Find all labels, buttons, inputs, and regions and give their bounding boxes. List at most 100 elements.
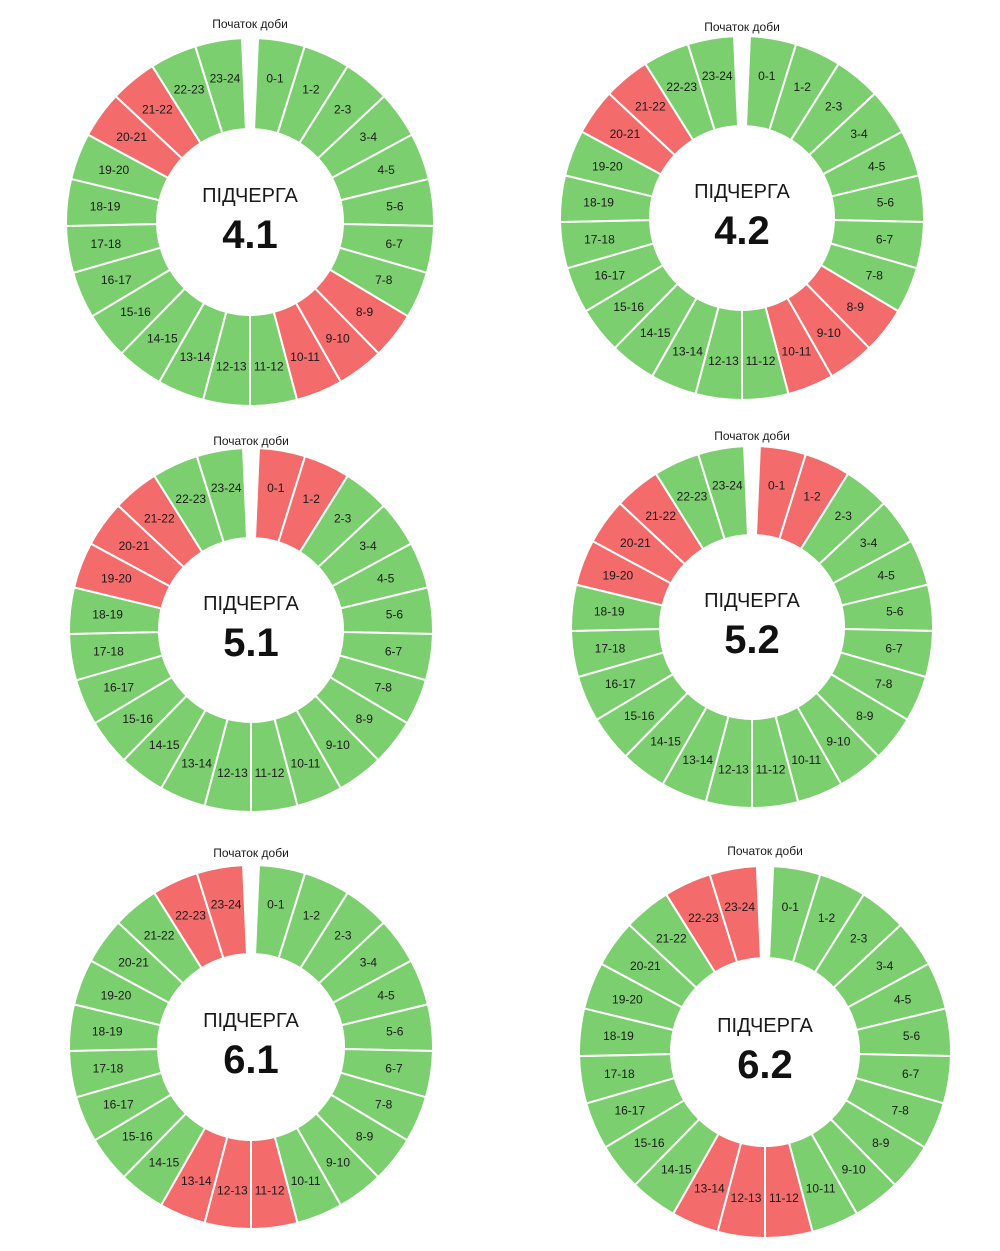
hour-label: 6-7	[902, 1067, 920, 1081]
hour-label: 5-6	[903, 1029, 921, 1043]
hour-label: 2-3	[825, 100, 843, 114]
hour-label: 4-5	[377, 571, 395, 585]
hour-label: 8-9	[356, 305, 374, 319]
queue-chart-6-1: 0-1 1-2 2-3 3-4 4-5 5-6 6-7 7-8 8-9 9-10 10-11 11-1…	[68, 846, 434, 1231]
hour-label: 10-11	[806, 1181, 836, 1195]
hour-label: 10-11	[291, 1174, 321, 1188]
hour-label: 20-21	[118, 956, 149, 970]
hour-label: 9-10	[326, 1156, 350, 1170]
hour-label: 22-23	[688, 911, 719, 925]
hour-label: 9-10	[842, 1163, 866, 1177]
hour-label: 10-11	[290, 350, 320, 364]
queue-number: 4.1	[222, 213, 278, 257]
hour-label: 4-5	[877, 569, 895, 583]
hour-label: 8-9	[356, 1129, 374, 1143]
hour-label: 0-1	[267, 898, 285, 912]
queue-chart-5-1: 0-1 1-2 2-3 3-4 4-5 5-6 6-7 7-8 8-9 9-10 10-11 11-1…	[68, 434, 434, 814]
hour-label: 22-23	[677, 490, 708, 504]
hour-label: 7-8	[866, 268, 884, 282]
hour-label: 23-24	[712, 479, 743, 493]
queue-word: ПІДЧЕРГА	[202, 185, 298, 207]
hour-label: 6-7	[385, 645, 403, 659]
hour-label: 23-24	[211, 898, 242, 912]
hour-label: 11-12	[255, 766, 285, 780]
hour-label: 3-4	[860, 536, 878, 550]
hour-label: 8-9	[856, 709, 874, 723]
hour-label: 1-2	[794, 80, 812, 94]
queue-number: 6.1	[223, 1038, 279, 1082]
hour-segment-23-24	[195, 447, 249, 544]
day-start-label: Початок доби	[727, 844, 803, 858]
hour-label: 6-7	[385, 237, 403, 251]
hour-label: 15-16	[122, 712, 153, 726]
queue-word: ПІДЧЕРГА	[717, 1015, 813, 1037]
hour-label: 12-13	[217, 1183, 248, 1197]
hour-label: 5-6	[386, 1025, 404, 1039]
hour-label: 21-22	[142, 102, 173, 116]
hour-label: 19-20	[612, 992, 643, 1006]
day-start-label: Початок доби	[213, 846, 289, 860]
hour-label: 11-12	[769, 1191, 799, 1205]
hour-label: 17-18	[91, 237, 122, 251]
hour-label: 14-15	[650, 735, 681, 749]
hour-label: 17-18	[584, 233, 615, 247]
hour-label: 2-3	[334, 102, 352, 116]
hour-label: 5-6	[386, 199, 404, 213]
hour-label: 14-15	[149, 1156, 180, 1170]
hour-label: 3-4	[360, 130, 378, 144]
hour-label: 12-13	[731, 1191, 762, 1205]
hour-label: 2-3	[835, 509, 853, 523]
hour-label: 13-14	[672, 345, 703, 359]
hour-label: 22-23	[175, 492, 206, 506]
hour-label: 3-4	[850, 127, 868, 141]
hour-label: 18-19	[583, 196, 614, 210]
day-start-label: Початок доби	[714, 429, 790, 443]
hour-label: 10-11	[291, 757, 321, 771]
queue-number: 5.2	[724, 618, 780, 662]
hour-label: 15-16	[624, 709, 655, 723]
hour-label: 21-22	[656, 931, 687, 945]
hour-label: 9-10	[826, 735, 850, 749]
hour-label: 16-17	[614, 1104, 645, 1118]
hour-label: 22-23	[174, 83, 205, 97]
queue-word: ПІДЧЕРГА	[203, 1010, 299, 1032]
hour-label: 15-16	[613, 300, 644, 314]
hour-label: 19-20	[101, 571, 132, 585]
hour-label: 21-22	[144, 512, 175, 526]
hour-label: 6-7	[885, 642, 903, 656]
queue-word: ПІДЧЕРГА	[704, 590, 800, 612]
hour-label: 13-14	[180, 350, 211, 364]
hour-label: 18-19	[90, 199, 121, 213]
hour-label: 12-13	[216, 360, 247, 374]
hour-label: 1-2	[303, 492, 321, 506]
hour-label: 1-2	[302, 83, 320, 97]
hour-label: 7-8	[375, 680, 393, 694]
hour-label: 3-4	[876, 959, 894, 973]
hour-label: 4-5	[894, 992, 912, 1006]
hour-label: 6-7	[385, 1062, 403, 1076]
hour-label: 20-21	[116, 130, 147, 144]
hour-label: 23-24	[702, 69, 733, 83]
hour-label: 7-8	[375, 1098, 393, 1112]
hour-label: 18-19	[92, 608, 123, 622]
hour-label: 14-15	[661, 1163, 692, 1177]
hour-label: 17-18	[604, 1067, 635, 1081]
hour-label: 13-14	[682, 753, 713, 767]
hour-label: 0-1	[266, 71, 284, 85]
day-start-label: Початок доби	[212, 17, 288, 31]
hour-label: 18-19	[92, 1025, 123, 1039]
hour-label: 21-22	[645, 509, 676, 523]
hour-label: 23-24	[211, 481, 242, 495]
hour-label: 20-21	[610, 127, 641, 141]
hour-label: 12-13	[708, 354, 739, 368]
hour-label: 3-4	[360, 956, 378, 970]
hour-label: 19-20	[98, 163, 129, 177]
hour-label: 13-14	[181, 1174, 212, 1188]
hour-label: 20-21	[630, 959, 661, 973]
hour-label: 10-11	[791, 753, 821, 767]
hour-label: 15-16	[122, 1129, 153, 1143]
hour-label: 0-1	[768, 479, 786, 493]
hour-label: 13-14	[694, 1181, 725, 1195]
hour-label: 22-23	[175, 909, 206, 923]
hour-label: 14-15	[147, 331, 178, 345]
